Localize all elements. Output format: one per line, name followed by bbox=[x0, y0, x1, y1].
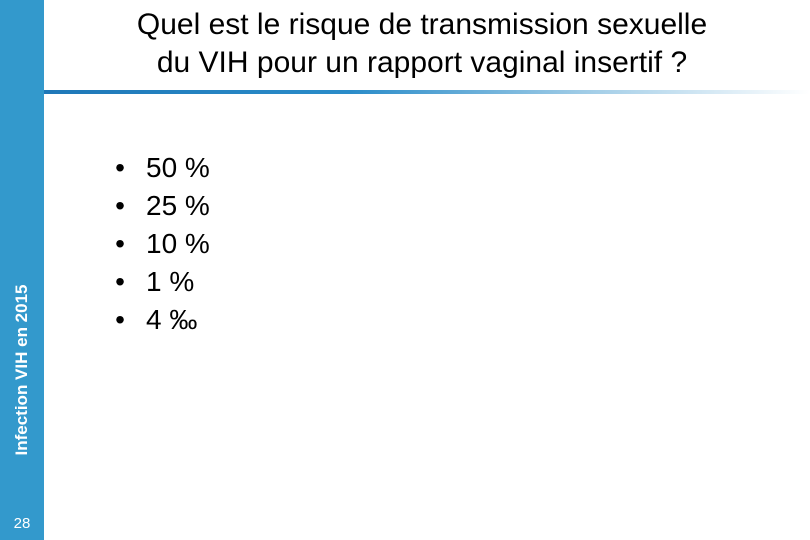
bullet-icon: • bbox=[110, 192, 130, 220]
bullet-icon: • bbox=[110, 306, 130, 334]
option-text: 50 % bbox=[146, 152, 210, 184]
bullet-icon: • bbox=[110, 230, 130, 258]
page-title: Quel est le risque de transmission sexue… bbox=[44, 6, 800, 81]
option-text: 25 % bbox=[146, 190, 210, 222]
title-line-1: Quel est le risque de transmission sexue… bbox=[137, 8, 707, 41]
content-area: • 50 % • 25 % • 10 % • 1 % • 4 ‰ bbox=[110, 152, 210, 342]
list-item: • 50 % bbox=[110, 152, 210, 184]
title-area: Quel est le risque de transmission sexue… bbox=[44, 6, 800, 81]
bullet-icon: • bbox=[110, 154, 130, 182]
option-text: 1 % bbox=[146, 266, 194, 298]
option-text: 10 % bbox=[146, 228, 210, 260]
option-text: 4 ‰ bbox=[146, 304, 197, 336]
list-item: • 25 % bbox=[110, 190, 210, 222]
list-item: • 4 ‰ bbox=[110, 304, 210, 336]
list-item: • 10 % bbox=[110, 228, 210, 260]
options-list: • 50 % • 25 % • 10 % • 1 % • 4 ‰ bbox=[110, 152, 210, 336]
sidebar-label-container: Infection VIH en 2015 bbox=[0, 260, 44, 480]
slide: Quel est le risque de transmission sexue… bbox=[0, 0, 810, 540]
sidebar-label: Infection VIH en 2015 bbox=[12, 285, 32, 456]
title-underline bbox=[44, 90, 810, 94]
bullet-icon: • bbox=[110, 268, 130, 296]
title-line-2: du VIH pour un rapport vaginal insertif … bbox=[157, 46, 687, 79]
list-item: • 1 % bbox=[110, 266, 210, 298]
page-number: 28 bbox=[0, 515, 44, 532]
